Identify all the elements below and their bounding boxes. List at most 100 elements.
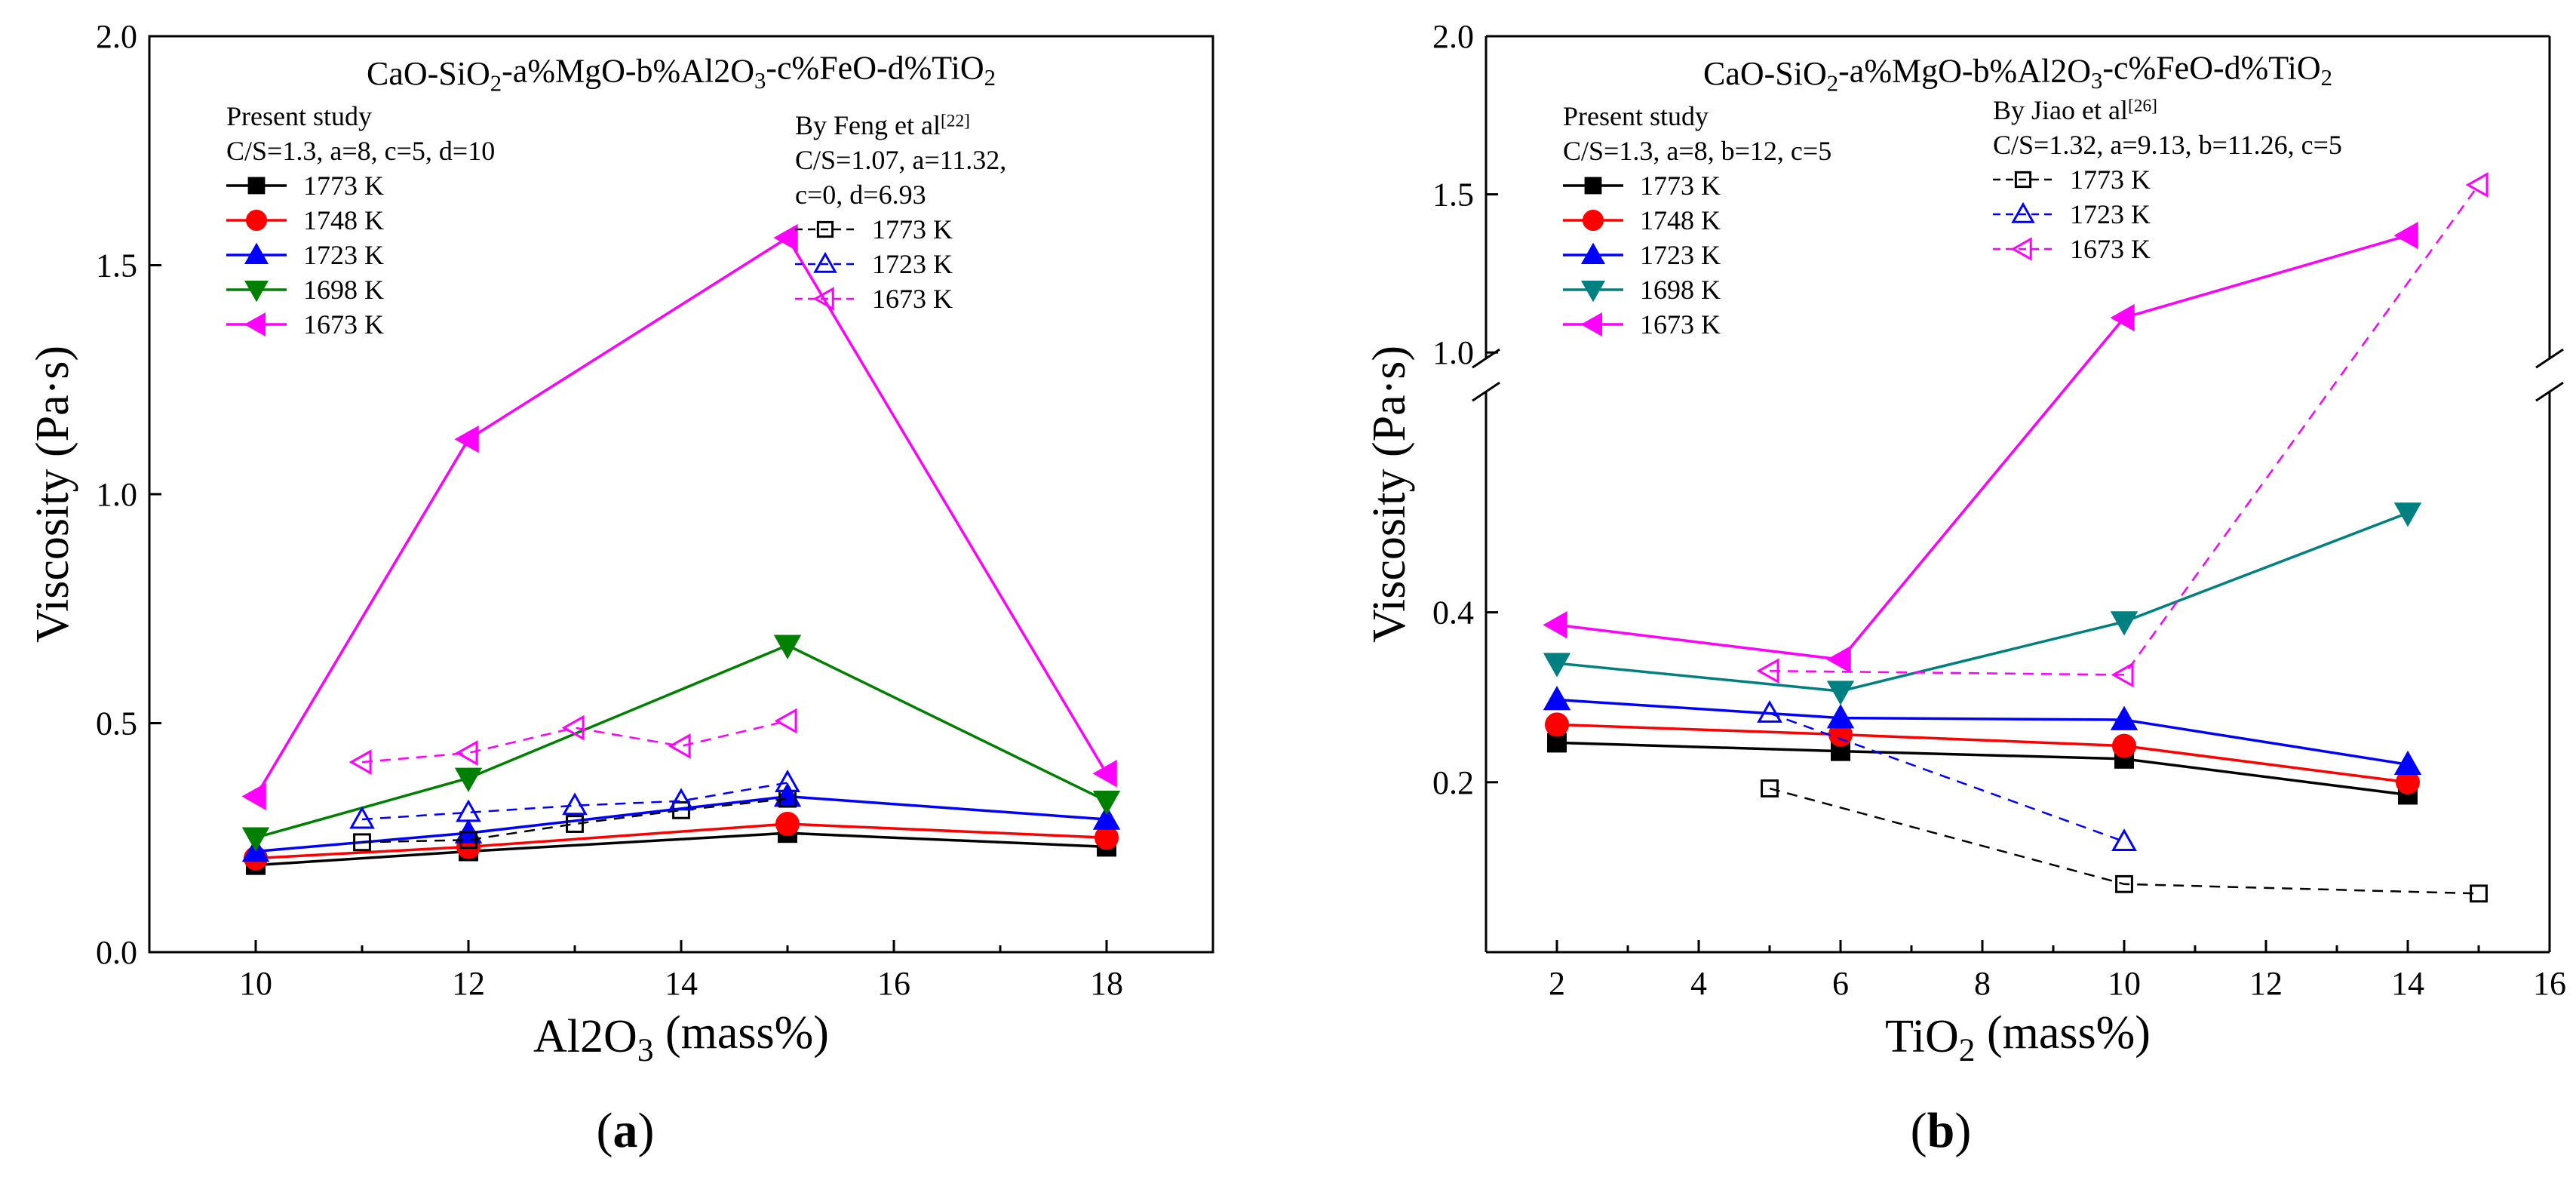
data-point <box>1543 685 1571 711</box>
x-tick-label: 16 <box>2533 965 2566 1002</box>
legend-marker <box>2010 237 2032 261</box>
legend-heading: C/S=1.07, a=11.32, <box>795 145 1006 175</box>
series-present-1673-K <box>1543 221 2418 674</box>
y-tick-label: 0.0 <box>96 934 137 971</box>
data-point <box>1095 825 1119 850</box>
data-point <box>566 815 584 833</box>
y-tick-label: 0.4 <box>1432 595 1474 631</box>
data-point <box>241 782 266 810</box>
legend-marker <box>1580 312 1603 337</box>
y-tick-label: 2.0 <box>96 18 137 55</box>
data-point <box>773 635 802 659</box>
data-point <box>2465 172 2488 198</box>
legend-label: 1748 K <box>303 205 384 235</box>
x-tick-label: 6 <box>1832 965 1849 1002</box>
chart-title: CaO-SiO2-a%MgO-b%Al2O3-c%FeO-d%TiO2 <box>1703 50 2332 97</box>
legend-marker <box>244 280 269 303</box>
legend-label: 1773 K <box>1640 171 1721 201</box>
data-point <box>2112 733 2136 758</box>
panel-label: (b) <box>1911 1103 1972 1158</box>
series-line <box>255 822 1107 860</box>
axis-break-mark <box>1472 381 1500 402</box>
data-point <box>1756 658 1779 684</box>
legend-marker <box>247 177 266 195</box>
y-tick-label: 0.5 <box>96 705 137 742</box>
series-present-1773-K <box>1547 733 2418 805</box>
data-point <box>2110 611 2138 636</box>
x-tick-label: 4 <box>1690 965 1707 1002</box>
series-ref-1673-K <box>348 708 797 775</box>
legend-heading: Present study <box>1563 101 1709 131</box>
legend-label: 1698 K <box>1640 275 1721 305</box>
chart-b: 2 4 6 8 10 12 14 16 0.2 0.4 1.0 1.5 2.0 CaO-SiO2-a%Mg… <box>1364 18 2566 1158</box>
series-line <box>254 235 1108 797</box>
data-point <box>1826 704 1855 729</box>
data-point <box>1757 700 1782 723</box>
series-line <box>1769 184 2480 676</box>
series-line <box>1556 698 2409 767</box>
legend-marker <box>812 287 834 311</box>
x-tick-label: 10 <box>2108 965 2141 1002</box>
data-point <box>561 714 585 741</box>
data-point <box>454 767 483 792</box>
data-point <box>773 223 798 252</box>
legend-marker <box>2014 171 2032 189</box>
series-line <box>361 720 788 764</box>
legend-marker <box>244 312 266 337</box>
data-point <box>774 708 797 734</box>
data-point <box>1092 760 1117 788</box>
series-line <box>1769 787 2479 895</box>
series-ref-1723-K <box>1757 700 2137 852</box>
series-present-1698-K <box>1543 502 2422 705</box>
legend-label: 1773 K <box>2070 164 2151 195</box>
y-axis-title: Viscosity (Pa·s) <box>27 346 78 643</box>
legend-heading: By Jiao et al[26] <box>1993 95 2157 125</box>
series-line <box>1556 512 2409 693</box>
legend-marker <box>1584 177 1602 195</box>
data-point <box>1092 805 1121 830</box>
data-point <box>1543 611 1567 639</box>
data-point <box>668 788 694 811</box>
series-ref-1773-K <box>1761 779 2488 903</box>
data-point <box>348 749 372 775</box>
data-point <box>1543 653 1571 678</box>
y-tick-label: 1.0 <box>1432 334 1474 371</box>
data-point <box>2393 750 2422 776</box>
series-ref-1673-K <box>1756 172 2488 688</box>
data-point <box>2110 303 2135 332</box>
data-point <box>349 806 375 829</box>
x-tick-label: 12 <box>452 965 485 1002</box>
series-line <box>1556 723 2409 784</box>
legend-label: 1723 K <box>303 240 384 270</box>
data-point <box>1826 681 1855 705</box>
data-point <box>454 425 479 453</box>
series-line <box>1556 234 2409 661</box>
x-tick-label: 10 <box>239 965 272 1002</box>
y-tick-label: 2.0 <box>1432 18 1474 55</box>
legend-label: 1673 K <box>872 284 953 314</box>
x-axis-title: Al2O3 (mass%) <box>533 1007 829 1068</box>
legend-label: 1773 K <box>872 214 953 244</box>
data-point <box>1761 779 1779 797</box>
legend-label: 1723 K <box>1640 240 1721 270</box>
legend-marker <box>246 210 267 231</box>
data-point <box>455 740 478 766</box>
legend-marker <box>816 220 834 238</box>
legend-label: 1748 K <box>1640 205 1721 235</box>
series-ref-1723-K <box>349 770 800 829</box>
legend-label: 1723 K <box>872 249 953 279</box>
series-line <box>255 831 1107 867</box>
x-tick-label: 18 <box>1090 965 1123 1002</box>
legend-label: 1673 K <box>1640 309 1721 340</box>
y-tick-label: 0.2 <box>1432 764 1474 801</box>
legend-marker <box>244 242 269 265</box>
series-present-1723-K <box>241 782 1121 862</box>
data-point <box>2393 221 2418 250</box>
series-present-1673-K <box>241 223 1117 810</box>
legend-heading: C/S=1.3, a=8, b=12, c=5 <box>1563 136 1831 166</box>
x-tick-label: 16 <box>877 965 910 1002</box>
panel-label: (a) <box>597 1103 655 1158</box>
legend-marker <box>1583 210 1604 231</box>
